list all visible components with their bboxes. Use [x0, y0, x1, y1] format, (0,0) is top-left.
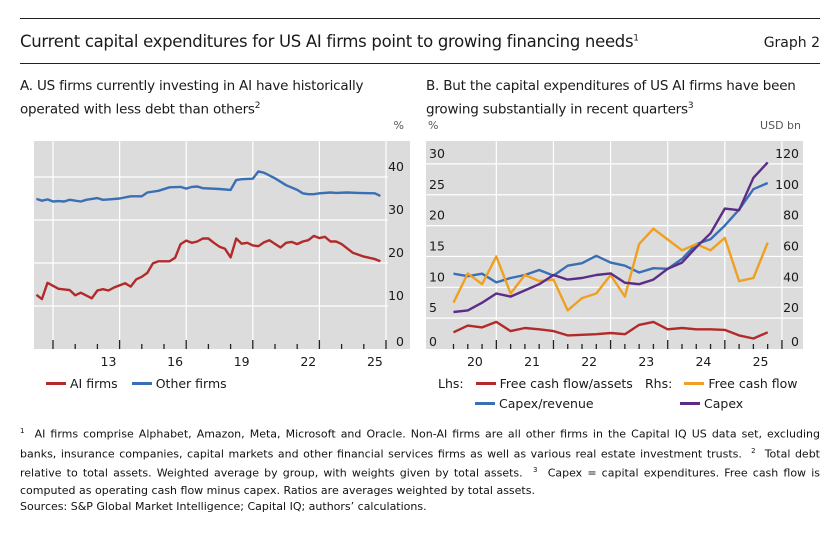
graph-number: Graph 2 — [763, 35, 820, 51]
panel-a-ytick-label: 0 — [396, 334, 404, 349]
panel-a-xtick-label: 16 — [167, 354, 183, 369]
panel-b-ytick-right-label: 60 — [783, 238, 799, 253]
panel-b-title-line2-wrap: growing substantially in recent quarters… — [426, 96, 796, 120]
title-footnote-mark: 1 — [633, 33, 639, 44]
graph-title-text: Current capital expenditures for US AI f… — [20, 32, 634, 51]
panel-a-ytick-label: 20 — [388, 245, 404, 260]
panel-b-ytick-right-label: 20 — [783, 300, 799, 315]
legend-a: AI firms Other firms — [46, 376, 227, 391]
footnotes: 1 AI firms comprise Alphabet, Amazon, Me… — [20, 423, 820, 499]
panel-b-ytick-left-label: 5 — [429, 300, 437, 315]
legend-rhs-label: Rhs: — [645, 376, 673, 391]
panel-a-plot-area — [34, 141, 410, 349]
legend-label-ai-firms: AI firms — [70, 376, 118, 391]
title-rule — [20, 63, 820, 64]
legend-label-fcf-assets: Free cash flow/assets — [499, 376, 633, 391]
panel-b-xtick-label: 23 — [638, 354, 654, 369]
panel-b-ytick-right-label: 40 — [783, 269, 799, 284]
panel-a-line-other-firms — [36, 170, 381, 203]
panel-b-title-line2: growing substantially in recent quarters — [426, 101, 688, 118]
panel-b-line-free-cash-flow — [452, 227, 769, 312]
panel-a-yunit: % — [394, 119, 404, 132]
footnote-1-mark: 1 — [20, 427, 25, 435]
legend-swatch-ai-firms — [46, 382, 66, 385]
panel-a-title-line2-wrap: operated with less debt than others2 — [20, 96, 363, 120]
panel-b-ytick-left-label: 15 — [429, 238, 445, 253]
panel-b-ytick-right-label: 120 — [775, 146, 799, 161]
sources: Sources: S&P Global Market Intelligence;… — [20, 500, 427, 513]
legend-label-capex: Capex — [704, 396, 744, 411]
panel-a-xtick-label: 25 — [367, 354, 383, 369]
legend-swatch-fcf-assets — [475, 382, 496, 385]
panel-a-title: A. US firms currently investing in AI ha… — [20, 76, 364, 120]
footnote-1: AI firms comprise Alphabet, Amazon, Meta… — [20, 427, 820, 461]
panel-a-line-ai-firms — [35, 234, 381, 301]
panel-a-ytick-label: 40 — [388, 159, 404, 174]
panel-b-ytick-left-label: 25 — [429, 177, 445, 192]
panel-a-ytick-label: 10 — [388, 288, 404, 303]
panel-a-xtick-label: 19 — [234, 354, 250, 369]
panel-b-plot-area — [426, 141, 803, 349]
panel-b-xtick-label: 24 — [695, 354, 711, 369]
footnote-2-mark: 2 — [751, 446, 756, 455]
legend-b-rhs-row1: Rhs: Free cash flow — [645, 376, 798, 391]
panel-a-xtick-label: 22 — [300, 354, 316, 369]
footnote-3-mark: 3 — [532, 466, 538, 475]
panel-b-footnote-mark: 3 — [687, 101, 694, 111]
legend-swatch-free-cash-flow — [684, 382, 705, 385]
panel-b-title-line1: B. But the capital expenditures of US AI… — [426, 78, 796, 94]
panel-b-xtick-label: 25 — [753, 354, 769, 369]
top-rule — [20, 18, 820, 19]
panel-b-ytick-left-label: 30 — [429, 146, 445, 161]
footnote-2: Total debt relative to total assets. Wei… — [20, 447, 820, 480]
panel-b-line-free-cash-flow-assets — [452, 320, 769, 340]
panel-b-xtick-label: 22 — [581, 354, 597, 369]
panel-a-ytick-label: 30 — [388, 202, 404, 217]
footnote-3: Capex = capital expenditures. Free cash … — [20, 466, 820, 497]
legend-swatch-capex — [680, 402, 700, 405]
legend-label-free-cash-flow: Free cash flow — [708, 376, 798, 391]
panel-b-title: B. But the capital expenditures of US AI… — [426, 76, 796, 120]
panel-a-footnote-mark: 2 — [254, 101, 261, 111]
panel-b-line-capex — [453, 161, 769, 314]
panel-b-ytick-left-label: 20 — [429, 208, 445, 223]
panel-a-title-line1: A. US firms currently investing in AI ha… — [20, 78, 364, 94]
legend-b-lhs-row2: Capex/revenue — [475, 396, 594, 411]
panel-b-ytick-left-label: 10 — [429, 269, 445, 284]
panel-b-ytick-right-label: 0 — [791, 334, 799, 349]
panel-a-xtick-label: 13 — [101, 354, 117, 369]
panel-b-xtick-label: 21 — [524, 354, 540, 369]
panel-b-yunit-left: % — [428, 119, 438, 132]
panel-b-xtick-label: 20 — [467, 354, 483, 369]
legend-swatch-other-firms — [131, 382, 152, 385]
panel-b-ytick-right-label: 100 — [775, 177, 799, 192]
legend-b-rhs-row2: Capex — [680, 396, 743, 411]
graph-title: Current capital expenditures for US AI f… — [20, 32, 639, 51]
panel-a-title-line2: operated with less debt than others — [20, 101, 255, 118]
panel-b-yunit-right: USD bn — [760, 119, 801, 132]
panel-b-ytick-left-label: 0 — [429, 334, 437, 349]
legend-label-capex-revenue: Capex/revenue — [499, 396, 594, 411]
legend-b-lhs-row1: Lhs: Free cash flow/assets — [438, 376, 633, 391]
legend-label-other-firms: Other firms — [155, 376, 227, 391]
legend-swatch-capex-revenue — [475, 402, 495, 405]
legend-lhs-label: Lhs: — [438, 376, 464, 391]
panel-b-ytick-right-label: 80 — [783, 208, 799, 223]
